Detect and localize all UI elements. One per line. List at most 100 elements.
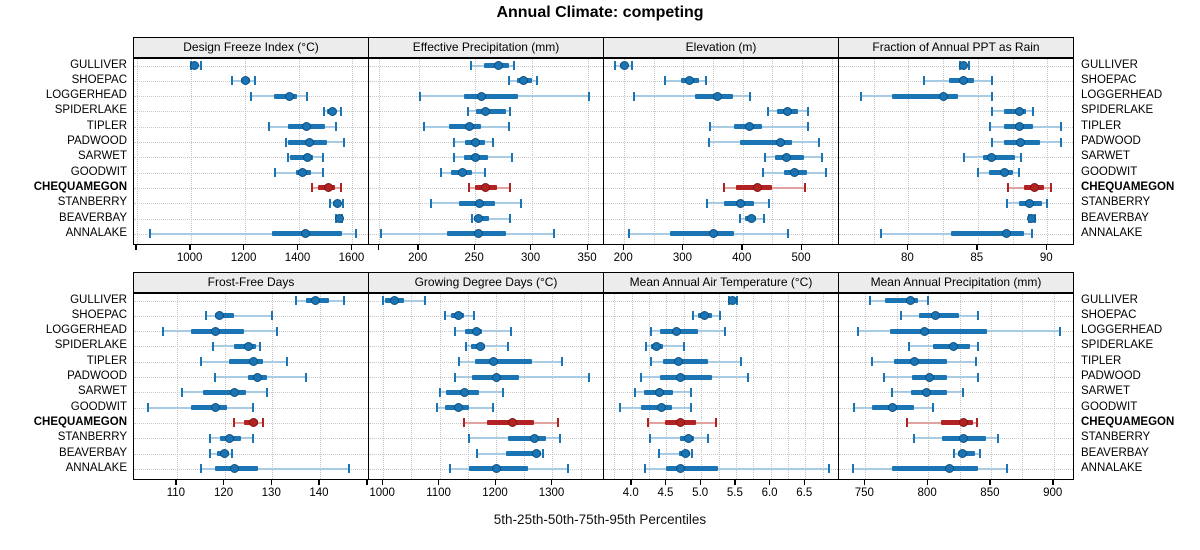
x-gridline [805, 294, 807, 479]
iqr-box-spiderlake-effective-precipitation-mm [476, 108, 506, 114]
x-tick-effective-precipitation-mm [417, 245, 419, 250]
whisker-cap-high-tipler-fraction-of-annual-ppt-as-rain [1060, 122, 1063, 132]
whisker-cap-high-loggerhead-effective-precipitation-mm [588, 91, 591, 101]
whisker-cap-high-annalake-mean-annual-precipitation-mm [1006, 464, 1009, 474]
median-dot-gulliver-growing-degree-days-c [390, 296, 400, 305]
x-tick-label-mean-annual-precipitation-mm: 850 [980, 487, 1000, 499]
x-tick-mean-annual-air-temperature-c [630, 480, 632, 485]
median-dot-sarwet-fraction-of-annual-ppt-as-rain [987, 152, 997, 162]
whisker-cap-high-padwood-effective-precipitation-mm [492, 137, 495, 147]
median-dot-beaverbay-elevation-m [746, 214, 756, 223]
row-gridline [604, 65, 838, 67]
x-tick-mean-annual-precipitation-mm [1052, 480, 1054, 485]
x-tick-label-mean-annual-air-temperature-c: 5.0 [692, 487, 709, 499]
median-dot-annalake-mean-annual-air-temperature-c [675, 464, 685, 474]
median-dot-padwood-elevation-m [775, 137, 785, 147]
x-gridline [742, 59, 744, 244]
x-tick-label-fraction-of-annual-ppt-as-rain: 80 [901, 252, 914, 264]
iqr-box-padwood-mean-annual-air-temperature-c [659, 374, 712, 380]
iqr-box-gulliver-mean-annual-precipitation-mm [885, 298, 919, 303]
site-label-left-tipler: TIPLER [86, 119, 127, 132]
site-label-left-padwood: PADWOOD [67, 135, 127, 147]
site-label-right-shoepac: SHOEPAC [1081, 73, 1137, 86]
median-dot-chequamegon-mean-annual-air-temperature-c [675, 418, 685, 428]
site-label-right-tipler: TIPLER [1081, 354, 1122, 367]
site-label-left-gulliver: GULLIVER [70, 293, 127, 306]
median-dot-shoepac-mean-annual-air-temperature-c [700, 311, 710, 321]
median-dot-stanberry-elevation-m [735, 198, 745, 208]
median-dot-sarwet-mean-annual-air-temperature-c [655, 387, 665, 397]
x-gridline [244, 59, 246, 244]
median-dot-beaverbay-effective-precipitation-mm [474, 214, 484, 223]
median-dot-chequamegon-frost-free-days [248, 418, 258, 428]
whisker-cap-low-padwood-fraction-of-annual-ppt-as-rain [990, 137, 993, 147]
site-label-left-loggerhead: LOGGERHEAD [45, 324, 127, 337]
iqr-box-tipler-growing-degree-days-c [475, 359, 532, 365]
row-gridline [604, 315, 838, 317]
median-dot-padwood-design-freeze-index-c [304, 137, 314, 147]
site-label-right-padwood: PADWOOD [1081, 135, 1141, 147]
site-label-left-goodwit: GOODWIT [70, 165, 127, 178]
median-dot-annalake-elevation-m [709, 229, 719, 239]
median-dot-sarwet-elevation-m [781, 152, 791, 162]
whisker-cap-low-shoepac-growing-degree-days-c [443, 311, 446, 321]
panel-plot-fraction-of-annual-ppt-as-rain [838, 58, 1074, 245]
whisker-cap-low-tipler-mean-annual-precipitation-mm [870, 357, 873, 367]
whisker-cap-high-sarwet-mean-annual-precipitation-mm [962, 387, 965, 397]
whisker-annalake-frost-free-days [200, 467, 349, 470]
site-label-right-annalake: ANNALAKE [1081, 461, 1143, 474]
median-dot-shoepac-fraction-of-annual-ppt-as-rain [959, 76, 969, 86]
whisker-cap-high-loggerhead-design-freeze-index-c [306, 91, 309, 101]
x-tick-unlabeled-frost-free-days [366, 480, 368, 485]
whisker-cap-high-shoepac-design-freeze-index-c [253, 76, 256, 86]
median-dot-beaverbay-mean-annual-air-temperature-c [681, 449, 691, 458]
x-tick-label-elevation-m: 200 [613, 252, 633, 264]
iqr-box-goodwit-frost-free-days [191, 405, 227, 411]
site-label-right-annalake: ANNALAKE [1081, 226, 1143, 239]
x-tick-mean-annual-air-temperature-c [734, 480, 736, 485]
x-tick-growing-degree-days-c [550, 480, 553, 485]
whisker-cap-high-annalake-frost-free-days [347, 464, 350, 474]
panel-plot-growing-degree-days-c [368, 293, 604, 480]
panel-plot-effective-precipitation-mm [368, 58, 604, 245]
whisker-cap-low-beaverbay-mean-annual-air-temperature-c [657, 449, 660, 458]
whisker-cap-high-annalake-effective-precipitation-mm [553, 229, 556, 239]
whisker-cap-low-spiderlake-design-freeze-index-c [323, 106, 326, 116]
whisker-cap-high-padwood-mean-annual-air-temperature-c [747, 372, 750, 382]
x-tick-fraction-of-annual-ppt-as-rain [976, 245, 978, 250]
x-gridline [1012, 59, 1014, 244]
whisker-cap-high-tipler-effective-precipitation-mm [508, 122, 511, 132]
site-label-right-sarwet: SARWET [1081, 150, 1130, 163]
whisker-cap-low-spiderlake-effective-precipitation-mm [467, 106, 470, 116]
whisker-cap-high-spiderlake-mean-annual-air-temperature-c [682, 341, 685, 351]
x-tick-mean-annual-air-temperature-c [769, 480, 771, 485]
whisker-cap-low-sarwet-mean-annual-precipitation-mm [890, 387, 893, 397]
panel-strip-mean-annual-air-temperature-c: Mean Annual Air Temperature (°C) [603, 272, 839, 293]
whisker-cap-low-goodwit-design-freeze-index-c [273, 168, 276, 178]
whisker-cap-high-loggerhead-mean-annual-precipitation-mm [1058, 326, 1061, 336]
whisker-cap-high-stanberry-effective-precipitation-mm [520, 198, 523, 208]
site-label-right-goodwit: GOODWIT [1081, 400, 1138, 413]
panel-strip-design-freeze-index-c: Design Freeze Index (°C) [133, 37, 369, 58]
x-gridline [624, 59, 626, 244]
row-gridline [604, 172, 838, 174]
x-gridline [531, 59, 533, 244]
x-gridline [718, 294, 720, 479]
row-gridline [604, 438, 838, 440]
site-label-right-stanberry: STANBERRY [1081, 196, 1151, 209]
row-gridline [604, 157, 838, 159]
whisker-cap-high-chequamegon-mean-annual-precipitation-mm [976, 418, 979, 428]
x-gridline [928, 294, 930, 479]
iqr-box-annalake-elevation-m [669, 231, 734, 237]
median-dot-sarwet-growing-degree-days-c [460, 387, 470, 397]
median-dot-loggerhead-frost-free-days [210, 326, 220, 336]
x-tick-frost-free-days [175, 480, 177, 485]
x-gridline [1047, 59, 1049, 244]
site-label-left-sarwet: SARWET [78, 150, 127, 163]
panel-plot-design-freeze-index-c [133, 58, 369, 245]
whisker-cap-low-loggerhead-design-freeze-index-c [249, 91, 252, 101]
site-label-right-padwood: PADWOOD [1081, 370, 1141, 382]
panel-strip-fraction-of-annual-ppt-as-rain: Fraction of Annual PPT as Rain [838, 37, 1074, 58]
x-tick-label-mean-annual-air-temperature-c: 5.5 [726, 487, 743, 499]
